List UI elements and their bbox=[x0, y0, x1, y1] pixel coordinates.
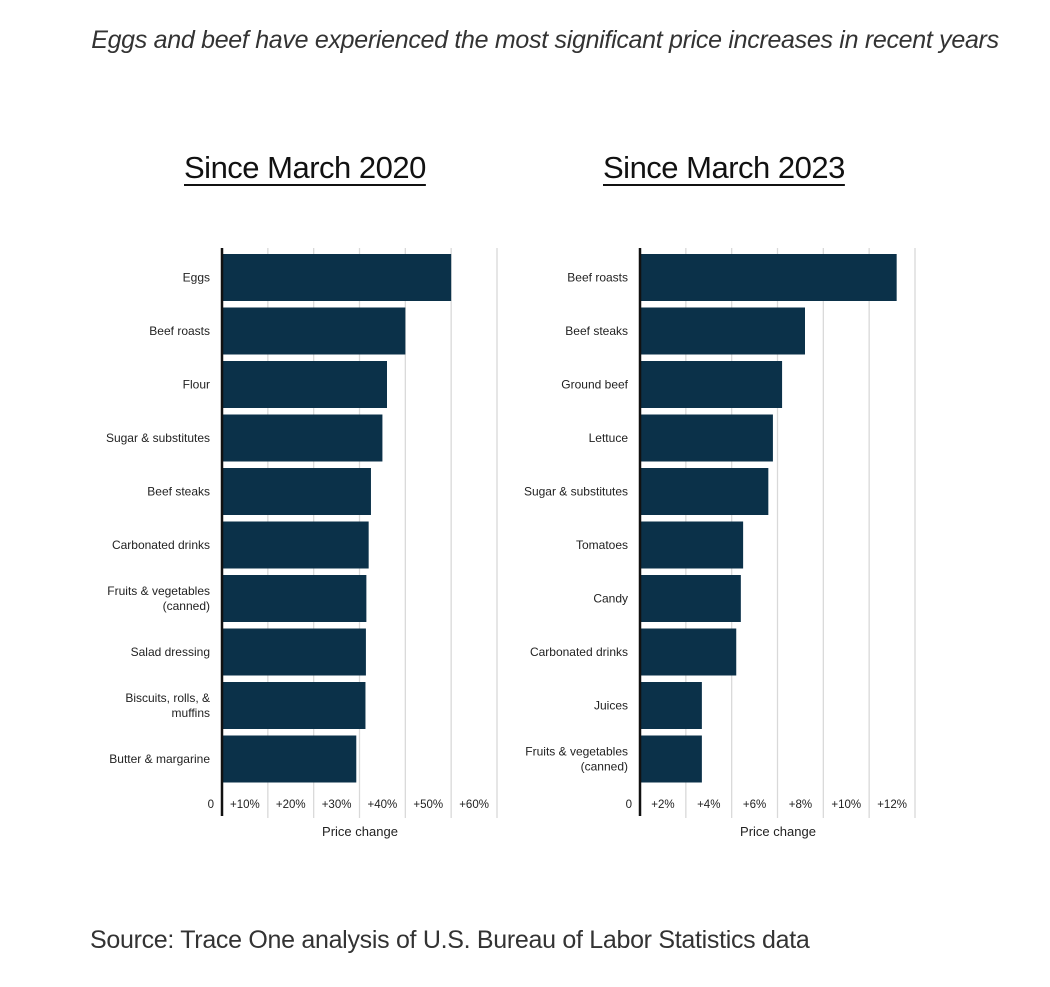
category-label: Salad dressing bbox=[131, 645, 210, 659]
category-label: Flour bbox=[183, 378, 210, 392]
category-label: Beef steaks bbox=[147, 485, 210, 499]
x-axis-label: Price change bbox=[322, 824, 398, 839]
x-tick-label: 0 bbox=[626, 799, 632, 811]
x-tick-label: +4% bbox=[697, 799, 720, 811]
bar-salad-dressing bbox=[222, 628, 366, 676]
bar-beef-roasts bbox=[222, 307, 406, 355]
x-axis-label: Price change bbox=[740, 824, 816, 839]
bar-eggs bbox=[222, 254, 452, 301]
x-tick-label: +60% bbox=[459, 799, 489, 811]
category-label: Butter & margarine bbox=[109, 752, 210, 766]
bar-fruits-vegetables-canned- bbox=[222, 575, 367, 622]
bar-lettuce bbox=[640, 414, 773, 462]
x-tick-label: +12% bbox=[877, 799, 907, 811]
bar-biscuits-rolls-muffins bbox=[222, 682, 366, 729]
x-tick-label: +50% bbox=[413, 799, 443, 811]
category-label: Fruits & vegetables (canned) bbox=[525, 745, 628, 774]
x-tick-label: +30% bbox=[322, 799, 352, 811]
bar-sugar-substitutes bbox=[640, 468, 769, 515]
x-tick-label: +6% bbox=[743, 799, 766, 811]
bar-butter-margarine bbox=[222, 735, 357, 783]
category-label: Beef steaks bbox=[565, 324, 628, 338]
x-tick-label: +2% bbox=[651, 799, 674, 811]
bar-ground-beef bbox=[640, 361, 783, 408]
bar-carbonated-drinks bbox=[222, 521, 369, 569]
category-label: Biscuits, rolls, & muffins bbox=[125, 691, 210, 720]
x-tick-label: +40% bbox=[368, 799, 398, 811]
bar-sugar-substitutes bbox=[222, 414, 383, 462]
bar-juices bbox=[640, 682, 702, 729]
x-tick-label: +10% bbox=[831, 799, 861, 811]
bar-tomatoes bbox=[640, 521, 744, 569]
category-label: Sugar & substitutes bbox=[524, 485, 628, 499]
category-label: Carbonated drinks bbox=[530, 645, 628, 659]
category-label: Juices bbox=[594, 699, 628, 713]
left-panel-title: Since March 2020 bbox=[184, 150, 426, 185]
category-label: Tomatoes bbox=[576, 538, 628, 552]
category-label: Fruits & vegetables (canned) bbox=[107, 584, 210, 613]
bar-beef-roasts bbox=[640, 254, 897, 301]
bar-beef-steaks bbox=[640, 307, 805, 355]
category-label: Ground beef bbox=[561, 378, 628, 392]
bar-flour bbox=[222, 361, 387, 408]
x-tick-label: +8% bbox=[789, 799, 812, 811]
x-tick-label: +20% bbox=[276, 799, 306, 811]
bar-candy bbox=[640, 575, 741, 622]
category-label: Sugar & substitutes bbox=[106, 431, 210, 445]
category-label: Beef roasts bbox=[149, 324, 210, 338]
bar-fruits-vegetables-canned- bbox=[640, 735, 702, 783]
category-label: Lettuce bbox=[589, 431, 629, 445]
category-label: Carbonated drinks bbox=[112, 538, 210, 552]
category-label: Eggs bbox=[183, 271, 210, 285]
bar-carbonated-drinks bbox=[640, 628, 737, 676]
bar-beef-steaks bbox=[222, 468, 371, 515]
category-label: Beef roasts bbox=[567, 271, 628, 285]
category-label: Candy bbox=[593, 592, 628, 606]
x-tick-label: 0 bbox=[208, 799, 214, 811]
x-tick-label: +10% bbox=[230, 799, 260, 811]
source-note: Source: Trace One analysis of U.S. Burea… bbox=[90, 926, 810, 954]
chart-headline: Eggs and beef have experienced the most … bbox=[91, 26, 999, 54]
right-panel-title: Since March 2023 bbox=[603, 150, 845, 185]
